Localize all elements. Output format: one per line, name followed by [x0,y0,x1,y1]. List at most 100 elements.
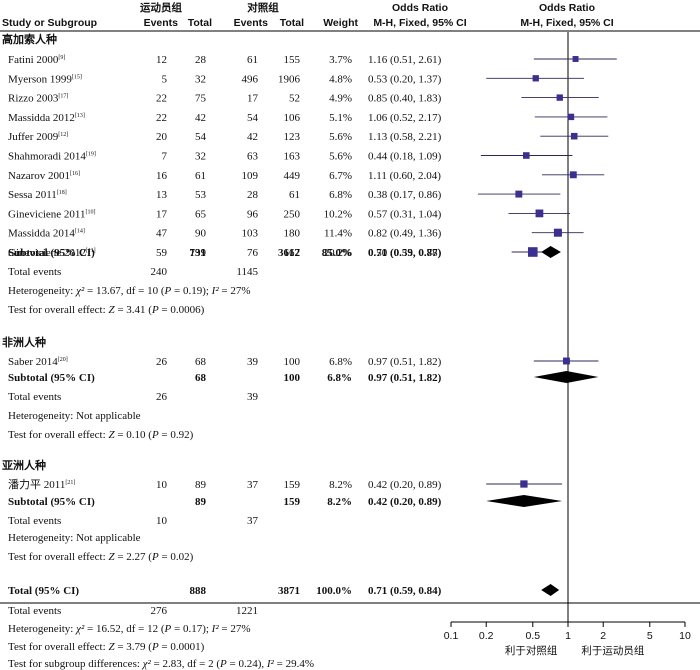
overall-effect-text: Test for overall effect: Z = 3.41 (P = 0… [8,304,205,316]
or-ci-text: 1.13 (0.58, 2.21) [368,131,442,143]
total-or-ci: 0.71 (0.59, 0.84) [368,585,442,597]
events-exp: 7 [162,151,168,163]
point-estimate [553,228,562,237]
total-events-exp: 240 [151,266,168,278]
subtotal-weight: 8.2% [327,496,352,508]
weight-value: 5.6% [329,151,352,163]
favours-right-label: 利于运动员组 [581,644,644,657]
header-weight: Weight [323,17,358,29]
header-or-plot-sub: M-H, Fixed, 95% CI [520,17,613,29]
weight-value: 5.6% [329,131,352,143]
total-ctrl: 123 [284,131,301,143]
total-events-label: Total events [8,391,61,403]
heterogeneity-text: Heterogeneity: χ² = 13.67, df = 10 (P = … [8,285,251,297]
study-name: Nazarov 2001[16] [8,170,80,182]
x-tick-label: 0.1 [444,630,459,642]
overall-test-text: Test for overall effect: Z = 3.79 (P = 0… [8,641,205,653]
header-total-1: Total [188,17,212,29]
total-ctrl: 100 [284,356,301,368]
or-ci-text: 0.44 (0.18, 1.09) [368,151,442,163]
header-group-exp: 运动员组 [140,1,182,14]
events-ctrl: 63 [247,151,259,163]
events-ctrl: 61 [247,54,258,66]
total-weight: 100.0% [316,585,352,597]
header-or-text-title: Odds Ratio [392,2,448,14]
study-name: Gineviciene 2011[10] [8,208,95,220]
weight-value: 6.7% [329,170,352,182]
total-events-label: Total events [8,266,61,278]
events-exp: 59 [156,247,168,259]
or-ci-text: 0.50 (0.33, 0.78) [368,247,442,259]
or-ci-text: 0.57 (0.31, 1.04) [368,208,442,220]
study-name: Saber 2014[20] [8,356,68,368]
point-estimate [562,357,570,365]
events-ctrl: 28 [247,189,259,201]
total-exp: 199 [190,247,207,259]
header-events-1: Events [144,17,179,29]
subtotal-total-ctrl: 100 [284,372,301,384]
study-name: 潘力平 2011[21] [8,478,75,491]
events-ctrl: 76 [247,247,259,259]
or-ci-text: 1.06 (0.52, 2.17) [368,112,442,124]
total-exp: 61 [195,170,206,182]
pooled-diamond [486,495,563,507]
events-exp: 47 [156,228,168,240]
events-ctrl: 109 [242,170,259,182]
events-ctrl: 103 [242,228,259,240]
events-exp: 16 [156,170,168,182]
x-tick-label: 5 [647,630,653,642]
total-exp: 32 [195,151,206,163]
events-ctrl: 96 [247,208,259,220]
weight-value: 4.8% [329,73,352,85]
point-estimate [532,75,539,82]
subtotal-label: Subtotal (95% CI) [8,372,95,384]
study-name: Juffer 2009[12] [8,131,68,143]
total-ctrl: 449 [284,170,301,182]
total-ctrl: 159 [284,479,301,491]
x-tick-label: 10 [679,630,691,642]
subgroup-diff-text: Test for subgroup differences: χ² = 2.83… [8,658,314,670]
total-ctrl: 106 [284,112,301,124]
or-ci-text: 0.42 (0.20, 0.89) [368,479,442,491]
total-events-ctrl: 39 [247,391,259,403]
study-name: Rizzo 2003[17] [8,93,68,105]
subtotal-or-ci: 0.71 (0.59, 0.87) [368,247,442,259]
events-ctrl: 17 [247,93,259,105]
subtotal-total-exp: 68 [195,372,207,384]
total-ctrl: 167 [284,247,301,259]
events-ctrl: 39 [247,356,259,368]
header-events-2: Events [234,17,269,29]
point-estimate [522,152,530,159]
total-exp: 54 [195,131,207,143]
total-label: Total (95% CI) [8,585,79,597]
study-name: Massidda 2014[14] [8,228,85,240]
subtotal-total-ctrl: 159 [284,496,301,508]
study-name: Fatini 2000[9] [8,54,65,66]
point-estimate [567,113,575,121]
subtotal-or-ci: 0.97 (0.51, 1.82) [368,372,442,384]
overall-events-exp: 276 [151,605,168,617]
weight-value: 6.8% [329,356,352,368]
weight-value: 4.9% [329,93,352,105]
subtotal-or-ci: 0.42 (0.20, 0.89) [368,496,442,508]
x-tick-label: 2 [600,630,606,642]
events-exp: 17 [156,208,168,220]
subtotal-weight: 85.0% [322,247,352,259]
point-estimate [535,209,544,218]
header-or-plot-title: Odds Ratio [539,2,595,14]
total-exp: 68 [195,356,207,368]
point-estimate [556,94,563,101]
total-total-exp: 888 [190,585,207,597]
pooled-diamond [541,246,561,258]
pooled-diamond [533,371,599,383]
weight-value: 10.2% [324,208,352,220]
or-ci-text: 0.82 (0.49, 1.36) [368,228,442,240]
heterogeneity-text: Heterogeneity: Not applicable [8,410,141,422]
total-exp: 89 [195,479,207,491]
study-name: Massidda 2012[13] [8,112,85,124]
or-ci-text: 0.53 (0.20, 1.37) [368,73,442,85]
table-body: 高加索人种 Fatini 2000[9] 12 28 61 155 3.7% 1.16 (0.… [2,32,442,670]
subgroup-label: 亚洲人种 [2,458,46,472]
point-estimate [569,171,577,179]
